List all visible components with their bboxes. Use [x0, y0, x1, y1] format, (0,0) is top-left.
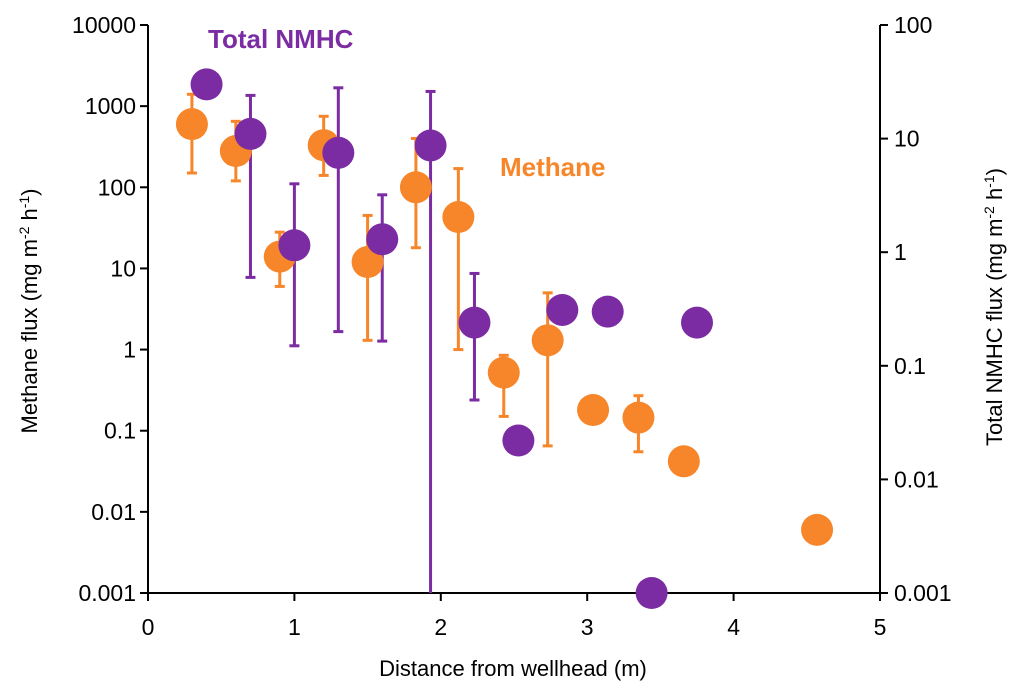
methane-point	[667, 445, 700, 478]
y-left-tick-label: 0.01	[91, 499, 136, 525]
x-tick-label: 3	[581, 614, 594, 640]
labels-group: Distance from wellhead (m) Methane flux …	[16, 24, 1007, 681]
y-left-tick-label: 0.1	[104, 418, 136, 444]
y-left-tick-label: 1	[123, 337, 136, 363]
methane-point	[351, 246, 384, 279]
methane-point	[531, 324, 564, 357]
y-left-tick-label: 1000	[85, 93, 136, 119]
total-nmhc-point	[278, 229, 311, 262]
y-left-tick-label: 10	[110, 255, 136, 281]
methane-point	[487, 356, 520, 389]
x-tick-label: 4	[727, 614, 740, 640]
methane-point	[175, 108, 208, 141]
y-right-tick-label: 0.1	[894, 353, 926, 379]
methane-point	[577, 394, 610, 427]
x-tick-label: 5	[874, 614, 887, 640]
y-left-tick-label: 10000	[72, 12, 136, 38]
total-nmhc-point	[366, 223, 399, 256]
x-tick-label: 2	[434, 614, 447, 640]
total-nmhc-point	[502, 424, 535, 457]
y-right-tick-label: 10	[894, 126, 920, 152]
x-tick-label: 0	[142, 614, 155, 640]
total-nmhc-point	[458, 306, 491, 339]
total-nmhc-annotation: Total NMHC	[208, 24, 354, 54]
total-nmhc-point	[322, 136, 355, 169]
y-right-tick-label: 0.01	[894, 466, 939, 492]
total-nmhc-point	[234, 117, 267, 150]
y-right-tick-label: 100	[894, 12, 932, 38]
methane-point	[399, 171, 432, 204]
methane-point	[801, 513, 834, 546]
y-right-axis-title: Total NMHC flux (mg m-2 h-1)	[981, 168, 1007, 446]
total-nmhc-point	[681, 306, 713, 339]
y-left-tick-label: 100	[98, 174, 136, 200]
methane-point	[622, 401, 655, 434]
y-left-tick-label: 0.001	[78, 580, 136, 606]
y-right-tick-label: 1	[894, 239, 907, 265]
total-nmhc-point	[591, 295, 624, 328]
total-nmhc-point	[190, 68, 223, 101]
y-left-axis-title: Methane flux (mg m-2 h-1)	[16, 189, 42, 434]
methane-annotation: Methane	[500, 152, 605, 182]
axes-group: 0 1 2 3 4 5 0.001 0.01 0.1 1 10 100 1000 10000 0.001 0.…	[72, 12, 952, 640]
y-right-tick-label: 0.001	[894, 580, 952, 606]
total-nmhc-error-bars	[245, 86, 480, 593]
data-points-group	[175, 68, 834, 609]
x-tick-label: 1	[288, 614, 301, 640]
total-nmhc-points	[190, 68, 713, 609]
x-axis-title: Distance from wellhead (m)	[379, 656, 647, 681]
total-nmhc-point	[635, 577, 668, 609]
total-nmhc-point	[414, 129, 447, 162]
methane-point	[442, 201, 475, 234]
total-nmhc-point	[546, 293, 579, 326]
